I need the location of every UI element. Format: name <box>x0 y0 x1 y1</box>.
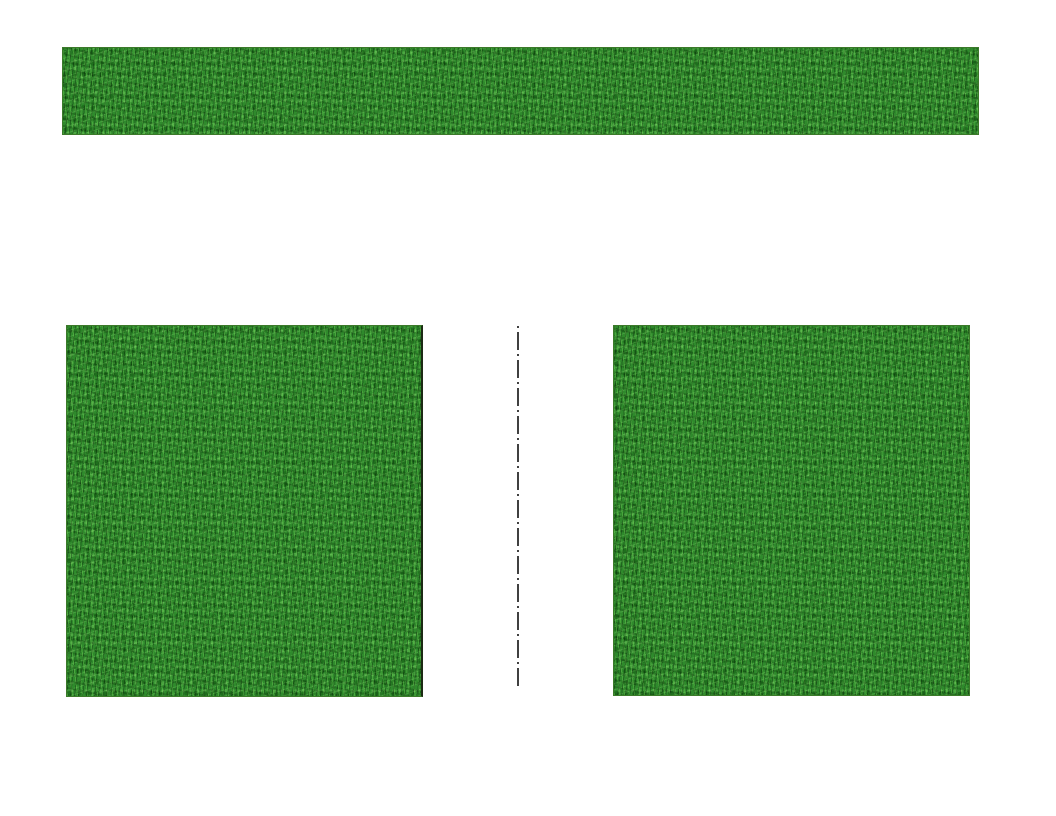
vertical-dash-dot-divider <box>516 326 520 686</box>
grass-square-right <box>613 325 970 696</box>
grass-square-left <box>66 325 423 697</box>
grass-banner <box>62 47 979 135</box>
